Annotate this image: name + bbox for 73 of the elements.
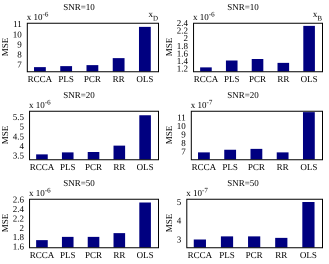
y-axis-title: MSE: [164, 213, 174, 232]
x-tick-label: PCR: [246, 250, 263, 260]
x-tick-label: RCCA: [194, 74, 219, 84]
chart-title: SNR=20: [227, 90, 260, 100]
chart-title: SNR=10: [63, 2, 96, 12]
y-tick-label: 2.2: [176, 26, 188, 36]
y-tick-label: 7: [17, 60, 22, 70]
x-tick-label: PLS: [58, 74, 74, 84]
y-tick-label: 4.5: [12, 131, 25, 142]
x-tick-label: PCR: [84, 74, 101, 84]
chart-title: SNR=50: [227, 178, 260, 188]
y-axis-title: MSE: [0, 213, 10, 232]
y-tick-label: 10: [12, 29, 22, 40]
x-tick-label: RR: [113, 250, 126, 260]
y-tick-label: 1.6: [176, 48, 189, 58]
x-tick-label: RR: [275, 250, 288, 260]
y-axis-title: MSE: [164, 37, 174, 56]
y-axis-title: MSE: [164, 125, 174, 144]
chart-title: SNR=20: [63, 90, 96, 100]
y-tick-label: 1.8: [176, 40, 189, 51]
y-tick-label: 1.2: [176, 64, 188, 74]
x-tick-label: RCCA: [192, 162, 217, 172]
x-tick-label: RR: [112, 74, 125, 84]
x-tick-label: RR: [277, 74, 290, 84]
x-tick-label: RCCA: [30, 162, 55, 172]
chart-title: SNR=10: [227, 2, 260, 12]
x-tick-label: PCR: [248, 162, 265, 172]
y-tick-label: 11: [13, 19, 22, 30]
y-tick-label: 8: [181, 138, 186, 148]
y-tick-label: 2.6: [12, 194, 25, 205]
x-tick-label: PLS: [222, 162, 238, 172]
y-tick-label: 9: [181, 130, 186, 140]
x-tick-label: RR: [276, 162, 289, 172]
x-tick-label: PLS: [224, 74, 240, 84]
y-tick-label: 5: [20, 122, 25, 132]
x-tick-label: OLS: [136, 250, 154, 260]
x-tick-label: OLS: [136, 74, 154, 84]
y-tick-label: 8: [17, 49, 22, 60]
y-tick-label: 2.4: [12, 204, 25, 214]
x-tick-label: PCR: [85, 250, 102, 260]
y-tick-label: 2.2: [12, 213, 24, 224]
y-tick-label: 7: [181, 146, 186, 157]
x-tick-label: PLS: [219, 250, 235, 260]
chart-title: SNR=50: [63, 178, 96, 188]
x-tick-label: RR: [113, 162, 126, 172]
y-tick-label: 4: [176, 216, 182, 226]
y-tick-label: 10: [176, 121, 186, 132]
y-tick-label: 2: [184, 33, 188, 44]
y-tick-label: 5: [176, 196, 182, 207]
x-tick-label: OLS: [300, 250, 317, 260]
y-tick-label: 4: [20, 140, 25, 151]
x-tick-label: OLS: [300, 74, 318, 84]
y-tick-label: 2: [20, 222, 24, 233]
y-tick-label: 2.4: [176, 18, 189, 28]
x-tick-label: RCCA: [28, 74, 53, 84]
x-tick-label: PLS: [60, 162, 76, 172]
y-tick-label: 3.5: [12, 150, 25, 161]
y-axis-title: MSE: [0, 125, 10, 144]
y-tick-label: 1.6: [12, 242, 25, 252]
y-tick-label: 1.4: [176, 56, 189, 66]
y-tick-label: 11: [177, 112, 186, 122]
x-tick-label: PCR: [249, 74, 266, 84]
y-axis-title: MSE: [0, 37, 10, 56]
x-tick-label: OLS: [136, 162, 154, 172]
x-tick-label: PCR: [85, 162, 102, 172]
x-tick-label: RCCA: [30, 250, 55, 260]
y-tick-label: 9: [17, 39, 22, 50]
x-tick-label: RCCA: [188, 250, 213, 260]
y-tick-label: 5.5: [12, 112, 25, 122]
y-tick-label: 3: [176, 234, 182, 244]
x-tick-label: PLS: [60, 250, 76, 260]
x-tick-label: OLS: [300, 162, 318, 172]
y-tick-label: 1.8: [12, 232, 25, 242]
